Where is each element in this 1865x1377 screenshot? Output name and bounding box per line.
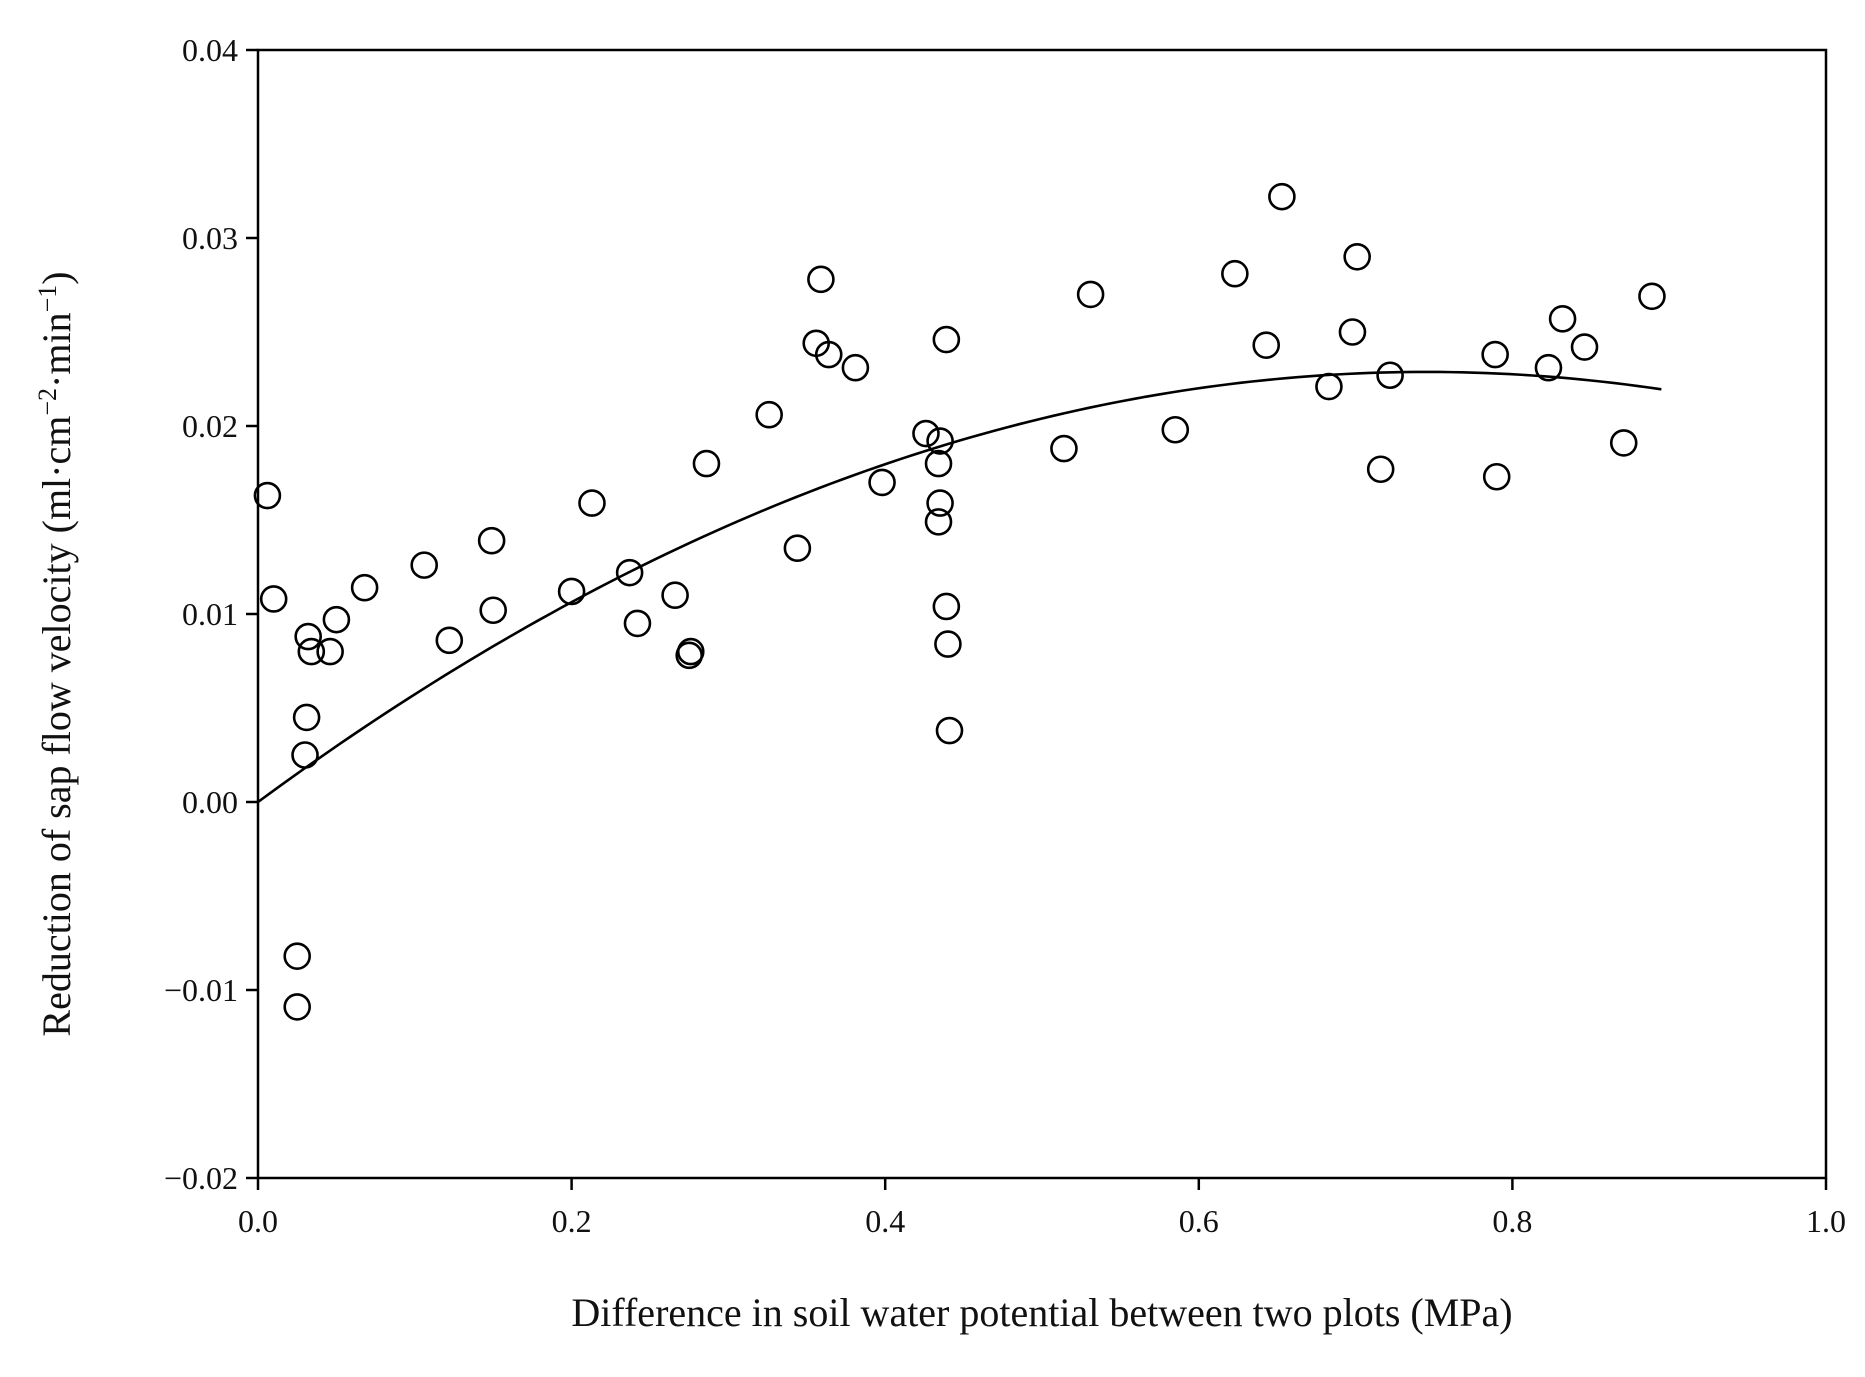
data-point (322, 605, 351, 634)
data-point (1482, 462, 1511, 491)
data-point (1221, 259, 1249, 288)
x-tick-label: 1.0 (1806, 1203, 1846, 1239)
data-point (912, 419, 940, 448)
data-point (350, 573, 379, 602)
plot-frame (256, 48, 1828, 1180)
data-point (868, 468, 896, 497)
data-point (623, 609, 652, 638)
data-point (1252, 331, 1281, 359)
data-point (926, 489, 954, 517)
data-point (807, 265, 835, 294)
data-point (291, 741, 319, 769)
data-point (557, 577, 586, 606)
data-point (1161, 415, 1190, 444)
data-point (477, 526, 506, 555)
x-tick-label: 0.0 (238, 1203, 278, 1239)
data-point (1548, 305, 1577, 333)
data-point (316, 637, 344, 666)
y-axis-title-exponent-2: −1 (33, 285, 62, 313)
y-axis-title-main: Reduction of sap flow velocity (ml·cm (34, 416, 79, 1037)
data-point (661, 581, 689, 610)
data-point (935, 716, 964, 745)
data-point (1376, 361, 1404, 390)
data-point (755, 400, 783, 429)
data-point (1343, 242, 1371, 271)
x-axis-title: Difference in soil water potential betwe… (571, 1290, 1512, 1335)
data-point (924, 508, 953, 536)
plot-area (253, 182, 1666, 1021)
data-point (283, 942, 312, 970)
y-tick-label: 0.03 (182, 220, 238, 256)
y-axis-title-end: ) (34, 271, 79, 284)
data-point (841, 353, 870, 382)
data-point (435, 626, 464, 655)
data-point (932, 592, 961, 621)
data-point (692, 449, 721, 478)
axis-ticks (246, 48, 1828, 1190)
data-point (615, 558, 644, 587)
data-point (410, 551, 439, 579)
data-point (1076, 280, 1105, 309)
data-point (1534, 353, 1563, 382)
data-point (1609, 429, 1638, 457)
data-point (676, 637, 705, 666)
data-point (297, 637, 326, 666)
data-point (1050, 434, 1078, 463)
data-point (926, 427, 954, 455)
data-point (814, 340, 843, 369)
data-point (294, 622, 322, 651)
data-point (1638, 282, 1666, 311)
y-tick-label: −0.02 (164, 1160, 238, 1196)
data-point (934, 630, 962, 658)
data-point (283, 993, 312, 1021)
data-point (783, 534, 812, 563)
x-tick-label: 0.6 (1179, 1203, 1219, 1239)
x-tick-label: 0.4 (865, 1203, 905, 1239)
x-tick-label: 0.8 (1492, 1203, 1532, 1239)
data-point (924, 449, 953, 478)
y-tick-label: −0.01 (164, 972, 238, 1008)
data-point (292, 703, 321, 732)
data-point (1366, 455, 1395, 484)
data-point (578, 489, 606, 517)
y-tick-label: 0.01 (182, 596, 238, 632)
data-point (479, 596, 508, 625)
fitted-curve (257, 370, 1662, 804)
data-point (1268, 182, 1296, 211)
data-point (1481, 340, 1509, 369)
data-point (1315, 372, 1343, 401)
y-axis-title: Reduction of sap flow velocity (ml·cm−2·… (33, 271, 79, 1036)
data-point (259, 585, 288, 613)
y-axis-title-mid: ·min (34, 312, 79, 388)
data-point (253, 481, 282, 510)
y-tick-label: 0.00 (182, 784, 238, 820)
data-point (1338, 318, 1367, 346)
tick-labels: 0.0 0.2 0.4 0.6 0.8 1.0 −0.02 −0.01 0.00 0.01 0.02… (164, 32, 1846, 1239)
y-tick-label: 0.04 (182, 32, 238, 68)
y-axis-title-exponent-1: −2 (33, 388, 62, 416)
data-point (1570, 333, 1599, 361)
y-tick-label: 0.02 (182, 408, 238, 444)
data-point (932, 325, 961, 354)
x-tick-label: 0.2 (552, 1203, 592, 1239)
